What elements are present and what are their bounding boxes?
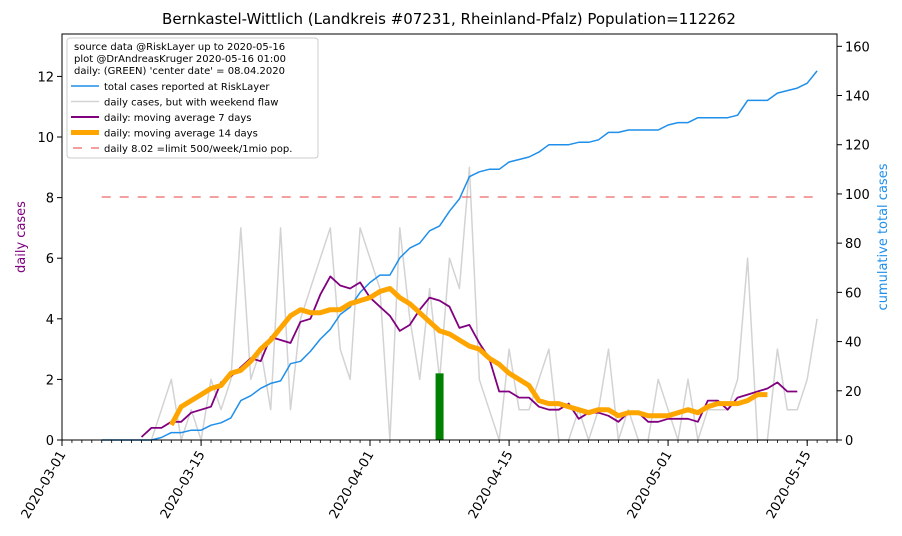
legend: source data @RiskLayer up to 2020-05-16p… (66, 37, 319, 159)
y-tick-label-left: 10 (37, 131, 54, 146)
center-date-bar (435, 373, 444, 440)
legend-label-5: daily 8.02 =limit 500/week/1mio pop. (104, 144, 292, 155)
x-tick-label: 2020-03-15 (158, 449, 209, 522)
x-tick-label: 2020-04-15 (466, 449, 517, 522)
y-tick-label-right: 60 (845, 286, 862, 301)
y-axis-label-left: daily cases (14, 201, 29, 273)
legend-header-line: plot @DrAndreasKruger 2020-05-16 01:00 (74, 54, 286, 65)
y-tick-label-right: 100 (845, 188, 870, 203)
x-tick-label: 2020-04-01 (327, 449, 378, 522)
y-tick-label-right: 160 (845, 40, 870, 55)
y-tick-label-left: 0 (46, 434, 54, 449)
legend-header-line: daily: (GREEN) 'center date' = 08.04.202… (74, 66, 285, 77)
y-tick-label-right: 0 (845, 434, 853, 449)
y-axis-label-right: cumulative total cases (876, 163, 891, 310)
legend-box (66, 37, 319, 159)
y-tick-label-right: 80 (845, 237, 862, 252)
y-tick-label-right: 140 (845, 90, 870, 105)
y-tick-label-left: 6 (46, 252, 54, 267)
series-line-1 (101, 70, 818, 441)
legend-label-2: daily cases, but with weekend flaw (104, 98, 278, 109)
chart-title: Bernkastel-Wittlich (Landkreis #07231, R… (162, 10, 736, 28)
x-tick-label: 2020-03-01 (19, 449, 70, 522)
legend-label-1: total cases reported at RiskLayer (104, 82, 270, 93)
y-tick-label-left: 4 (46, 313, 54, 328)
x-tick-label: 2020-05-01 (625, 449, 676, 522)
series-line-2 (101, 166, 818, 441)
y-tick-label-left: 2 (46, 373, 54, 388)
series-line-4 (169, 286, 768, 427)
y-tick-label-right: 20 (845, 385, 862, 400)
y-tick-label-left: 12 (37, 70, 54, 85)
y-tick-label-left: 8 (46, 192, 54, 207)
legend-header-line: source data @RiskLayer up to 2020-05-16 (74, 42, 285, 53)
legend-label-4: daily: moving average 14 days (104, 129, 258, 140)
legend-label-3: daily: moving average 7 days (104, 113, 251, 124)
x-tick-label: 2020-05-15 (764, 449, 815, 522)
y-tick-label-right: 120 (845, 139, 870, 154)
y-tick-label-right: 40 (845, 336, 862, 351)
